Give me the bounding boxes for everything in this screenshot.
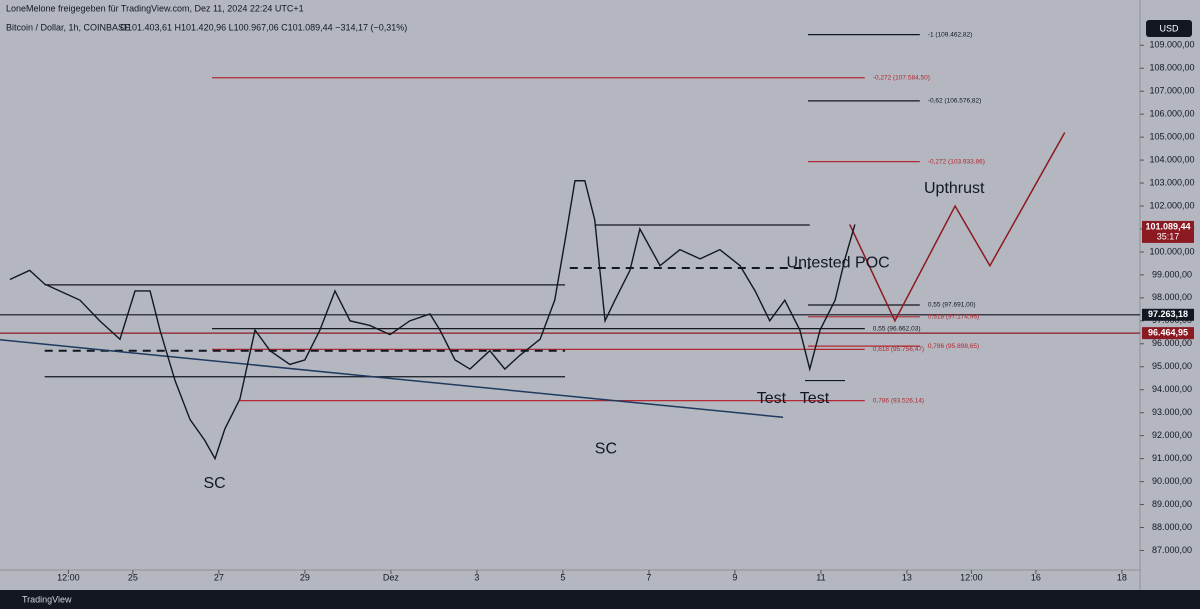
level-label: -1 (109.462,82) xyxy=(928,31,972,38)
x-tick-label: 29 xyxy=(300,572,310,582)
annotation: SC xyxy=(203,475,225,492)
y-tick-label: 100.000,00 xyxy=(1149,246,1194,256)
y-tick-label: 95.000,00 xyxy=(1152,361,1192,371)
level-label: 0,618 (95.756,47) xyxy=(873,346,924,353)
y-tick-label: 90.000,00 xyxy=(1152,476,1192,486)
y-tick-label: 87.000,00 xyxy=(1152,545,1192,555)
y-tick-label: 107.000,00 xyxy=(1149,86,1194,96)
brand: TradingView xyxy=(22,594,72,604)
x-tick-label: 12:00 xyxy=(57,572,80,582)
price-tag xyxy=(1142,308,1194,321)
level-label: 0,618 (97.174,96) xyxy=(928,314,979,321)
annotation: Test xyxy=(757,390,787,407)
price-tag-label: 97.263,18 xyxy=(1148,309,1188,319)
x-tick-label: 25 xyxy=(128,572,138,582)
y-tick-label: 104.000,00 xyxy=(1149,154,1194,164)
annotation: Upthrust xyxy=(924,180,985,197)
level-label: 0,786 (93.526,14) xyxy=(873,397,924,404)
y-tick-label: 105.000,00 xyxy=(1149,131,1194,141)
currency-box[interactable] xyxy=(1146,20,1192,37)
x-tick-label: 13 xyxy=(902,572,912,582)
y-tick-label: 108.000,00 xyxy=(1149,63,1194,73)
price-tag xyxy=(1142,327,1194,340)
x-tick-label: 18 xyxy=(1117,572,1127,582)
y-tick-label: 91.000,00 xyxy=(1152,453,1192,463)
annotation: Test xyxy=(800,390,830,407)
price-tag xyxy=(1142,220,1194,243)
y-tick-label: 92.000,00 xyxy=(1152,430,1192,440)
y-tick-label: 102.000,00 xyxy=(1149,200,1194,210)
x-tick-label: 16 xyxy=(1031,572,1041,582)
level-label: 0,55 (96.662,03) xyxy=(873,325,921,332)
level-label: 0,786 (95.898,65) xyxy=(928,343,979,350)
y-tick-label: 106.000,00 xyxy=(1149,109,1194,119)
price-line xyxy=(9,180,856,461)
x-tick-label: Dez xyxy=(383,572,400,582)
y-tick-label: 109.000,00 xyxy=(1149,40,1194,50)
annotation: SC xyxy=(595,441,617,458)
price-tag-label: 96.464,95 xyxy=(1148,327,1188,337)
footer xyxy=(0,590,1200,609)
level-label: 0,55 (97.691,00) xyxy=(928,302,976,309)
x-tick-label: 11 xyxy=(816,572,825,582)
annotation: Untested POC xyxy=(787,255,890,272)
trendline xyxy=(0,339,784,419)
y-tick-label: 98.000,00 xyxy=(1152,292,1192,302)
y-tick-label: 96.000,00 xyxy=(1152,338,1192,348)
level-label: -0,272 (103.933,86) xyxy=(928,158,985,165)
y-tick-label: 88.000,00 xyxy=(1152,522,1192,532)
x-tick-label: 27 xyxy=(214,572,224,582)
price-tag-sub: 35:17 xyxy=(1157,231,1180,241)
projection xyxy=(849,132,1066,323)
price-tag-label: 101.089,44 xyxy=(1145,221,1190,231)
level-label: -0,272 (107.584,50) xyxy=(873,74,930,81)
currency[interactable]: USD xyxy=(1159,23,1179,33)
x-tick-label: 5 xyxy=(560,572,565,582)
y-tick-label: 89.000,00 xyxy=(1152,499,1192,509)
level-label: -0,62 (106.576,82) xyxy=(928,98,981,105)
y-tick-label: 103.000,00 xyxy=(1149,177,1194,187)
header-title: LoneMelone freigegeben für TradingView.c… xyxy=(6,3,304,13)
y-tick-label: 93.000,00 xyxy=(1152,407,1192,417)
ohlc: O101.403,61 H101.420,96 L100.967,06 C101… xyxy=(120,22,407,32)
symbol: Bitcoin / Dollar, 1h, COINBASE xyxy=(6,22,130,32)
x-tick-label: 12:00 xyxy=(960,572,983,582)
y-tick-label: 99.000,00 xyxy=(1152,269,1192,279)
x-tick-label: 9 xyxy=(732,572,737,582)
y-tick-label: 94.000,00 xyxy=(1152,384,1192,394)
x-tick-label: 3 xyxy=(474,572,479,582)
x-tick-label: 7 xyxy=(646,572,651,582)
